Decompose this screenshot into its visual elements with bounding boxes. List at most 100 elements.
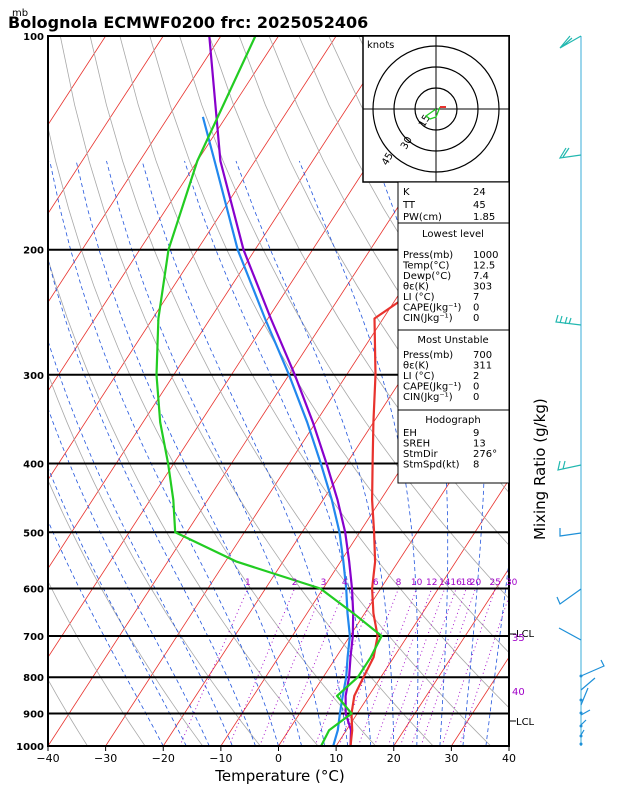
mixing-ratio-line [459,594,509,746]
index-value: 9 [473,428,479,439]
isotherm [48,36,164,215]
dry-adiabat [48,125,376,746]
index-name: LI (°C) [403,371,435,382]
dry-adiabat [48,373,261,746]
temperature-axis: −40 −30 −20 −10 0 10 20 30 40 [36,746,516,765]
mixing-ratio-label: 25 [490,578,501,588]
temperature-tick-label: 30 [444,752,458,765]
moist-adiabat [298,160,419,746]
lowest-level-title: Lowest level [422,229,484,240]
wind-barb [580,659,605,706]
index-name: Dewp(°C) [403,271,451,282]
index-value: 1000 [473,250,498,261]
moist-adiabat [48,339,233,746]
parcel-path [208,36,355,746]
mixing-ratio-line [314,588,377,746]
temperature-tick-label: 40 [502,752,516,765]
index-value: 0 [473,392,479,403]
upper-barbs [555,35,582,471]
mixing-ratio-line [228,588,296,746]
moist-adiabat [48,519,164,746]
index-name: CAPE(Jkg⁻¹) [403,303,461,314]
chart-title: Bolognola ECMWF0200 frc: 2025052406 [8,13,368,32]
index-value: 0 [473,303,479,314]
index-value: 13 [473,439,486,450]
index-value: 303 [473,282,492,293]
temperature-profile [349,234,509,746]
dry-adiabat [89,36,492,746]
index-name: Temp(°C) [402,261,450,272]
dry-adiabat [538,36,618,746]
temperature-tick-label: 10 [329,752,343,765]
wind-barbs [555,35,605,746]
temperature-tick-label: 20 [387,752,401,765]
dry-adiabat [238,36,509,494]
moist-adiabat [49,160,279,746]
moist-adiabat [48,257,256,746]
mixing-ratio-label: 2 [292,578,298,588]
isotherm [393,567,509,746]
pressure-tick-label: 600 [23,584,44,595]
tt-index-label: TT [402,200,416,211]
pressure-unit-label: mb [12,8,28,19]
temperature-tick-label: −20 [152,752,175,765]
pressure-tick-label: 500 [23,528,44,539]
temperature-tick-label: 0 [275,752,282,765]
mixing-ratio-line [410,588,467,746]
barb-dots [579,674,583,746]
dry-adiabat [119,36,509,709]
dry-adiabat [597,36,618,746]
mixing-ratio-label: 12 [426,578,437,588]
isotherm [48,36,395,570]
index-name: CIN(Jkg⁻¹) [403,392,453,403]
hodograph-box-title: Hodograph [425,415,480,426]
side-value-35: 35 [512,633,525,644]
temperature-tick-label: −10 [209,752,232,765]
isotherm [48,36,279,392]
isotherm [335,479,509,746]
wind-barb [557,460,582,471]
wind-barb [555,314,582,326]
moist-adiabat [48,466,187,746]
mixing-ratio-line [373,588,433,746]
pressure-tick-label: 300 [23,371,44,382]
wind-barb [559,35,582,49]
pw-label: PW(cm) [403,212,442,223]
pressure-tick-label: 100 [23,32,44,43]
isotherm [48,36,337,481]
dry-adiabat [149,36,509,654]
moist-adiabat [75,160,302,746]
wetbulb-profile [201,116,351,746]
pressure-tick-label: 400 [23,459,44,470]
index-value: 311 [473,361,492,372]
mixing-ratio-label: 20 [470,578,482,588]
lowest-level-rows: Press(mb) 1000 Temp(°C) 12.5 Dewp(°C) 7.4 θε(K… [402,250,498,324]
isotherm [567,36,618,746]
index-name: SREH [403,439,430,450]
most-unstable-rows: Press(mb) 700 θε(K) 311 LI (°C) 2 CAPE(Jkg⁻¹) 0… [403,350,492,403]
index-value: 700 [473,350,492,361]
index-name: Press(mb) [403,250,453,261]
index-name: StmSpd(kt) [403,460,460,471]
pressure-axis: 100 200 300 400 500 600 700 800 900 1000 [16,32,44,753]
dry-adiabat [567,36,618,746]
index-value: 276° [473,449,497,460]
lcl-lower-label: LCL [516,717,535,728]
pressure-tick-label: 800 [23,673,44,684]
mixing-ratio-label: 1 [245,578,251,588]
isotherm [48,36,222,303]
moist-adiabat [106,160,325,746]
moist-adiabat [48,407,210,746]
index-value: 8 [473,460,479,471]
wind-barb [558,147,582,159]
indices-box [397,181,510,484]
mixing-ratio-line [259,588,324,746]
pw-value: 1.85 [473,212,495,223]
most-unstable-title: Most Unstable [417,335,488,346]
dry-adiabat [48,257,319,746]
pressure-tick-label: 1000 [16,742,44,753]
index-name: θε(K) [403,361,429,372]
pressure-tick-label: 900 [23,710,44,721]
